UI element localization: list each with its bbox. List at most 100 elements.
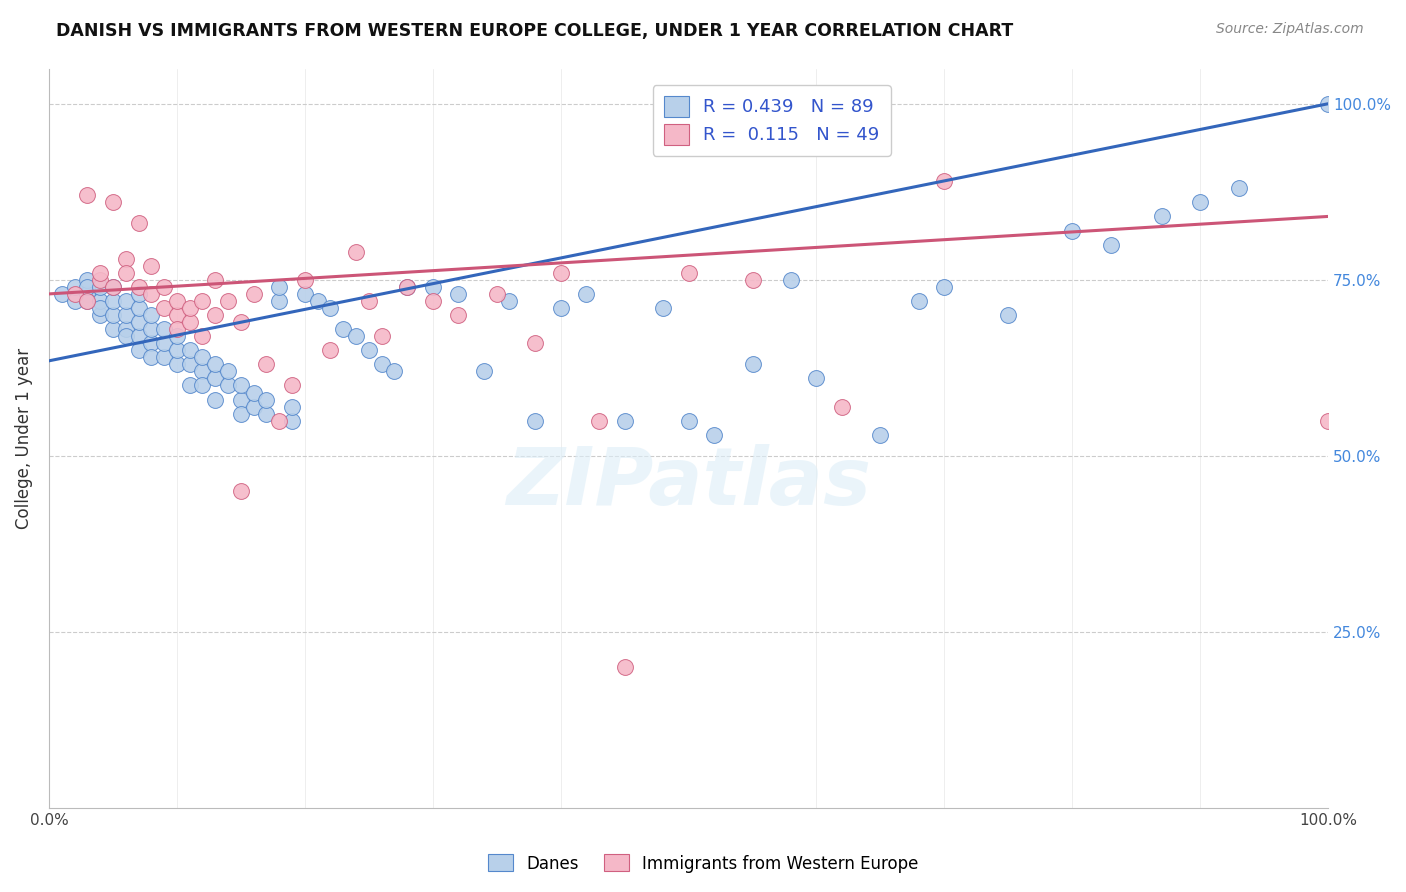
Y-axis label: College, Under 1 year: College, Under 1 year bbox=[15, 348, 32, 529]
Point bbox=[76, 273, 98, 287]
Point bbox=[114, 308, 136, 322]
Point bbox=[179, 378, 201, 392]
Point bbox=[703, 427, 725, 442]
Point bbox=[166, 293, 188, 308]
Point bbox=[780, 273, 803, 287]
Point bbox=[396, 280, 419, 294]
Point bbox=[141, 259, 163, 273]
Point bbox=[101, 308, 124, 322]
Point bbox=[101, 322, 124, 336]
Point bbox=[1317, 414, 1340, 428]
Point bbox=[141, 351, 163, 365]
Point bbox=[114, 252, 136, 266]
Point bbox=[141, 322, 163, 336]
Point bbox=[344, 329, 367, 343]
Point bbox=[382, 364, 405, 378]
Point bbox=[907, 293, 929, 308]
Point bbox=[153, 301, 176, 315]
Point bbox=[141, 308, 163, 322]
Point bbox=[89, 266, 111, 280]
Point bbox=[89, 273, 111, 287]
Point bbox=[191, 378, 214, 392]
Text: Source: ZipAtlas.com: Source: ZipAtlas.com bbox=[1216, 22, 1364, 37]
Point bbox=[1099, 237, 1122, 252]
Point bbox=[204, 273, 226, 287]
Point bbox=[269, 280, 291, 294]
Point bbox=[76, 293, 98, 308]
Point bbox=[613, 660, 636, 674]
Point bbox=[550, 266, 572, 280]
Point bbox=[332, 322, 354, 336]
Text: DANISH VS IMMIGRANTS FROM WESTERN EUROPE COLLEGE, UNDER 1 YEAR CORRELATION CHART: DANISH VS IMMIGRANTS FROM WESTERN EUROPE… bbox=[56, 22, 1014, 40]
Point bbox=[89, 280, 111, 294]
Point bbox=[217, 364, 239, 378]
Point bbox=[269, 293, 291, 308]
Point bbox=[1150, 210, 1173, 224]
Point bbox=[678, 414, 700, 428]
Point bbox=[524, 336, 547, 351]
Point bbox=[498, 293, 520, 308]
Point bbox=[254, 357, 277, 371]
Point bbox=[281, 378, 304, 392]
Point bbox=[281, 400, 304, 414]
Point bbox=[678, 266, 700, 280]
Point bbox=[128, 286, 150, 301]
Point bbox=[63, 293, 86, 308]
Point bbox=[806, 371, 828, 385]
Point bbox=[485, 286, 508, 301]
Point bbox=[166, 329, 188, 343]
Point bbox=[153, 280, 176, 294]
Point bbox=[652, 301, 675, 315]
Point bbox=[179, 315, 201, 329]
Point bbox=[741, 273, 763, 287]
Point bbox=[370, 357, 392, 371]
Point bbox=[229, 315, 252, 329]
Point bbox=[229, 484, 252, 499]
Point bbox=[613, 414, 636, 428]
Point bbox=[179, 343, 201, 358]
Point bbox=[1317, 96, 1340, 111]
Point bbox=[141, 336, 163, 351]
Point bbox=[254, 392, 277, 407]
Point bbox=[344, 244, 367, 259]
Point bbox=[63, 286, 86, 301]
Point bbox=[254, 407, 277, 421]
Point bbox=[101, 280, 124, 294]
Point bbox=[101, 195, 124, 210]
Point bbox=[89, 308, 111, 322]
Point bbox=[191, 351, 214, 365]
Point bbox=[229, 378, 252, 392]
Point bbox=[422, 280, 444, 294]
Point bbox=[934, 280, 956, 294]
Point bbox=[114, 322, 136, 336]
Point bbox=[114, 329, 136, 343]
Point bbox=[307, 293, 329, 308]
Point bbox=[357, 293, 380, 308]
Point bbox=[1227, 181, 1250, 195]
Point bbox=[934, 174, 956, 188]
Point bbox=[524, 414, 547, 428]
Point bbox=[191, 364, 214, 378]
Point bbox=[101, 293, 124, 308]
Point bbox=[1189, 195, 1212, 210]
Point bbox=[997, 308, 1019, 322]
Point bbox=[447, 286, 470, 301]
Point bbox=[166, 308, 188, 322]
Point bbox=[89, 293, 111, 308]
Point bbox=[869, 427, 891, 442]
Point bbox=[294, 286, 316, 301]
Point bbox=[51, 286, 73, 301]
Point bbox=[294, 273, 316, 287]
Point bbox=[741, 357, 763, 371]
Point bbox=[166, 343, 188, 358]
Legend: Danes, Immigrants from Western Europe: Danes, Immigrants from Western Europe bbox=[481, 847, 925, 880]
Point bbox=[242, 286, 264, 301]
Point bbox=[204, 308, 226, 322]
Point bbox=[831, 400, 853, 414]
Point bbox=[89, 301, 111, 315]
Point bbox=[204, 371, 226, 385]
Point bbox=[114, 293, 136, 308]
Point bbox=[191, 329, 214, 343]
Point bbox=[269, 414, 291, 428]
Point bbox=[128, 315, 150, 329]
